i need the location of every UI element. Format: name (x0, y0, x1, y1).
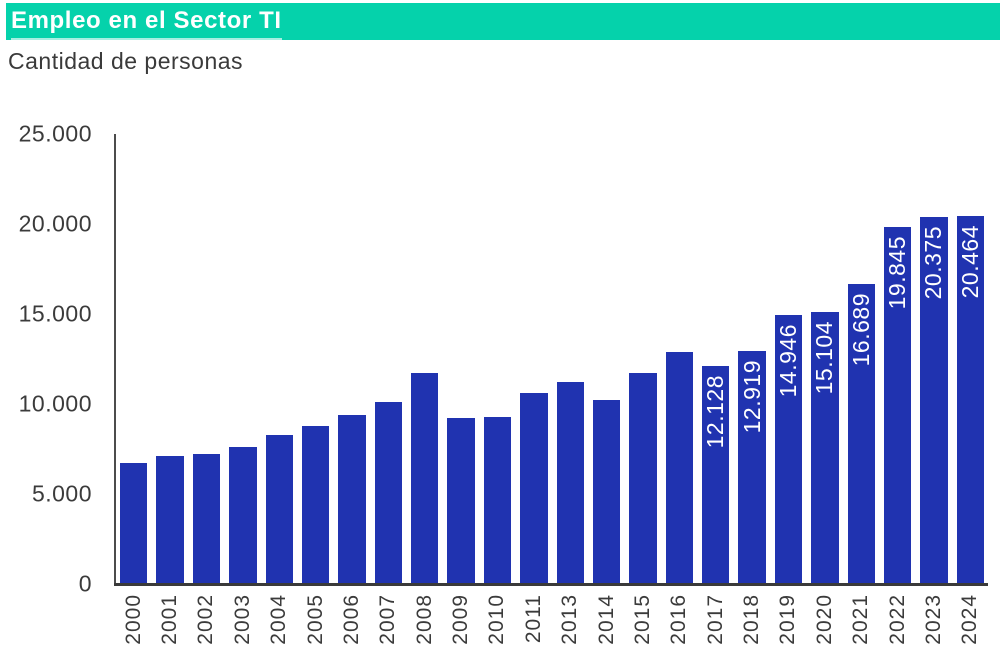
bar-2020: 15.104 (811, 312, 839, 584)
x-tick-label-2002: 2002 (194, 594, 218, 645)
bar-2021: 16.689 (847, 283, 875, 584)
bar-2004 (265, 434, 293, 584)
x-tick-label-2011: 2011 (521, 594, 545, 644)
x-axis-line (114, 583, 988, 586)
y-tick-label: 10.000 (18, 390, 92, 417)
bar-2002 (192, 454, 221, 584)
bar-2009 (447, 418, 475, 584)
bar-2013 (556, 382, 584, 584)
x-tick-label-2021: 2021 (849, 594, 873, 645)
x-tick-label-2001: 2001 (158, 594, 182, 645)
bars-container: 12.128 12.919 14.946 15.104 16.689 19.845 20.3… (120, 134, 984, 584)
y-tick-label: 5.000 (31, 480, 92, 507)
x-tick-label-2007: 2007 (376, 594, 400, 645)
x-tick-label-2015: 2015 (630, 594, 654, 645)
y-axis-line (114, 134, 116, 584)
bar-value-label: 12.919 (738, 360, 765, 434)
x-tick-label-2013: 2013 (558, 594, 582, 645)
y-tick-label: 20.000 (18, 210, 92, 237)
bar-2007 (374, 402, 402, 584)
y-tick-label: 25.000 (18, 120, 92, 147)
x-tick-label-2016: 2016 (667, 594, 691, 645)
x-tick-label-2014: 2014 (594, 594, 618, 645)
bar-2006 (338, 414, 366, 584)
bar-value-label: 15.104 (811, 321, 838, 395)
chart-subtitle: Cantidad de personas (8, 48, 244, 74)
bar-value-label: 19.845 (884, 235, 911, 310)
x-tick-label-2009: 2009 (449, 594, 473, 645)
x-axis-tick-labels: 2000 2001 2002 2003 2004 2005 2006 2007 2008 2009… (120, 594, 984, 668)
plot-area: 12.128 12.919 14.946 15.104 16.689 19.845 20.3… (114, 134, 988, 586)
x-tick-label-2005: 2005 (303, 594, 327, 645)
bar-2001 (156, 456, 184, 584)
x-tick-label-2019: 2019 (776, 594, 800, 645)
bar-2003 (229, 447, 257, 584)
y-tick-label: 15.000 (18, 300, 92, 327)
x-tick-label-2017: 2017 (703, 594, 727, 645)
bar-value-label: 14.946 (774, 323, 801, 398)
bar-2016 (665, 351, 693, 584)
bar-2010 (483, 416, 512, 584)
bar-value-label: 20.375 (920, 226, 947, 300)
x-tick-label-2024: 2024 (958, 594, 982, 645)
bar-2024: 20.464 (956, 215, 984, 584)
bar-2008 (411, 373, 439, 584)
bar-2015 (629, 373, 657, 584)
bar-2019: 14.946 (774, 314, 803, 584)
bar-value-label: 12.128 (702, 374, 729, 449)
x-tick-label-2020: 2020 (812, 594, 836, 645)
bar-value-label: 16.689 (847, 292, 874, 366)
title-banner: Empleo en el Sector TI (6, 3, 1000, 41)
x-tick-label-2003: 2003 (230, 594, 254, 645)
x-tick-label-2023: 2023 (921, 594, 945, 645)
y-tick-label: 0 (78, 570, 92, 597)
bar-value-label: 20.464 (956, 224, 983, 299)
bar-2014 (592, 400, 621, 584)
bar-2000 (120, 463, 148, 584)
bar-2023: 20.375 (920, 217, 948, 584)
bar-2018: 12.919 (738, 351, 766, 584)
x-tick-label-2008: 2008 (412, 594, 436, 645)
bar-2022: 19.845 (883, 226, 912, 584)
x-tick-label-2004: 2004 (267, 594, 291, 645)
x-tick-label-2010: 2010 (485, 594, 509, 645)
page-title: Empleo en el Sector TI (11, 7, 282, 41)
y-axis-tick-labels: 0 5.000 10.000 15.000 20.000 25.000 (0, 121, 96, 597)
x-tick-label-2006: 2006 (339, 594, 363, 645)
bar-2011 (520, 393, 548, 584)
bar-2005 (301, 425, 330, 584)
x-tick-label-2000: 2000 (121, 594, 145, 645)
bar-2017: 12.128 (702, 365, 730, 584)
x-tick-label-2018: 2018 (740, 594, 764, 645)
x-tick-label-2022: 2022 (885, 594, 909, 645)
